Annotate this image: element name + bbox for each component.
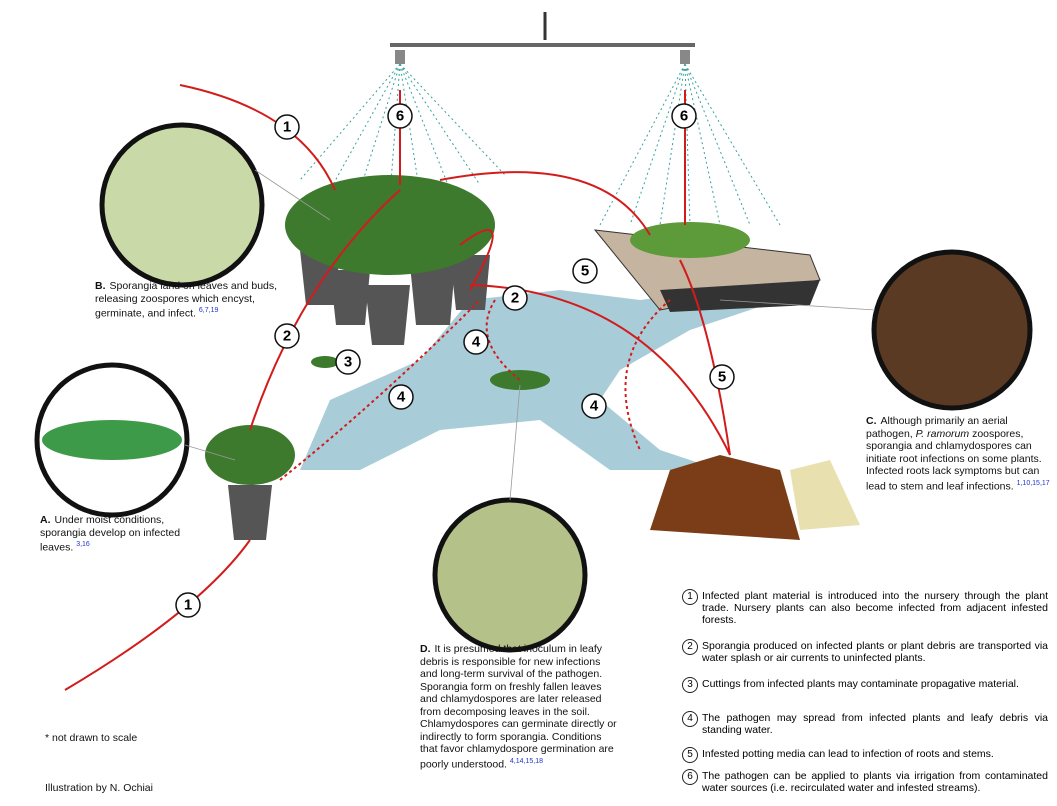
marker-label: 4 (472, 334, 481, 351)
legend-text: The pathogen may spread from infected pl… (702, 712, 1048, 736)
caption-d: D.It is presumed that inoculum in leafy … (420, 643, 620, 771)
legend-item: 3 Cuttings from infected plants may conta… (682, 678, 1048, 693)
caption-a: A.Under moist conditions, sporangia deve… (40, 514, 210, 554)
step-marker: 6 (388, 104, 412, 128)
marker-label: 6 (680, 108, 688, 125)
marker-label: 1 (184, 597, 192, 614)
marker-label: 4 (590, 398, 599, 415)
step-marker: 4 (582, 394, 606, 418)
step-marker: 5 (573, 259, 597, 283)
legend-number: 4 (682, 711, 698, 727)
step-marker: 3 (336, 350, 360, 374)
marker-label: 2 (283, 328, 291, 345)
marker-label: 1 (283, 119, 291, 136)
step-marker: 1 (275, 115, 299, 139)
credit: Illustration by N. Ochiai (45, 782, 153, 795)
legend-text: The pathogen can be applied to plants vi… (702, 770, 1048, 794)
legend-text: Sporangia produced on infected plants or… (702, 640, 1048, 664)
step-marker: 4 (389, 385, 413, 409)
step-marker: 2 (503, 286, 527, 310)
marker-label: 2 (636, 657, 644, 674)
step-marker: 1 (176, 593, 200, 617)
note: * not drawn to scale (45, 732, 137, 745)
caption-c: C.Although primarily an aerial pathogen,… (866, 415, 1051, 493)
legend-text: Infected plant material is introduced in… (702, 590, 1048, 626)
legend-number: 2 (682, 639, 698, 655)
marker-label: 3 (344, 354, 352, 371)
legend-number: 6 (682, 769, 698, 785)
legend-number: 5 (682, 747, 698, 763)
caption-b: B.Sporangia land on leaves and buds, rel… (95, 280, 305, 320)
marker-label: 1 (636, 632, 644, 649)
legend-text: Cuttings from infected plants may contam… (702, 678, 1019, 693)
legend-item: 5 Infested potting media can lead to infe… (682, 748, 1048, 763)
marker-label: 5 (581, 263, 589, 280)
marker-label: 4 (397, 389, 406, 406)
legend-number: 1 (682, 589, 698, 605)
diagram: 1 1 1 2 2 2 3 4 4 4 5 5 6 6 B.Sporangia land on leave… (0, 0, 1057, 806)
step-marker: 4 (464, 330, 488, 354)
marker-label: 6 (396, 108, 404, 125)
step-marker: 2 (275, 324, 299, 348)
step-marker: 6 (672, 104, 696, 128)
marker-label: 5 (718, 369, 726, 386)
legend-number: 3 (682, 677, 698, 693)
step-marker: 5 (710, 365, 734, 389)
legend-text: Infested potting media can lead to infec… (702, 748, 994, 763)
marker-label: 2 (511, 290, 519, 307)
